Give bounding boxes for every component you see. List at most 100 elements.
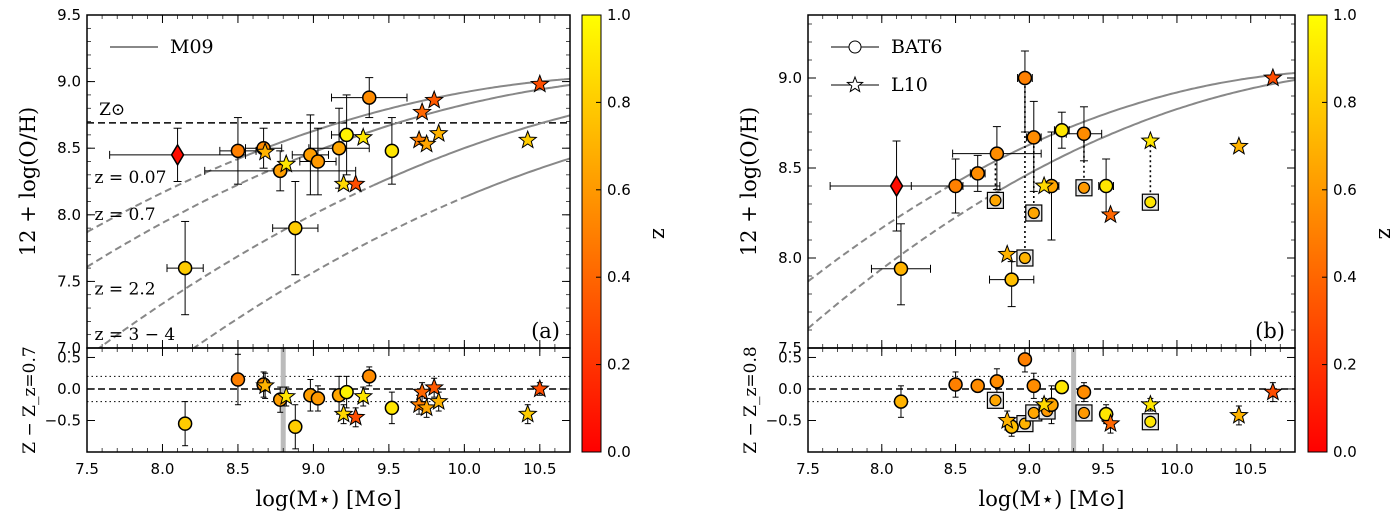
m09-curve-extrapolated [87,157,239,233]
curve-label: z = 0.07 [95,168,167,188]
residual-y-tick-label: 0.5 [778,348,802,366]
residual-l10-point [428,391,449,411]
bat6-point [989,146,1005,161]
residual-axes-frame [86,347,571,453]
residual-corrected-point [989,394,1002,407]
y-tick-label: 8.5 [778,159,802,177]
colorbar-tick-label: 0.0 [607,443,631,461]
residual-l10-point [1262,381,1283,401]
colorbar-label: z [648,228,672,239]
l10-point [1100,204,1121,224]
residual-y-axis-label: Z − Z_z=0.7 [20,346,40,453]
x-tick-label: 9.5 [377,460,401,478]
residual-l10-point [997,410,1018,429]
bat6-point [384,143,400,159]
colorbar-tick-label: 0.2 [607,356,631,374]
legend-star-marker [846,75,864,93]
x-tick-label: 10.0 [1160,460,1193,478]
residual-l10-point [517,403,538,423]
m09-curve-extrapolated [192,196,465,348]
residual-l10-point [416,397,437,417]
legend-circle-marker [848,40,862,54]
colorbar-label: z [1374,228,1398,239]
x-tick-label: 10.5 [1234,460,1267,478]
legend: M09 [110,36,214,58]
y-tick-label: 9.0 [57,73,81,91]
l10-point [529,73,550,93]
colorbar-tick-label: 0.0 [1333,443,1357,461]
legend-label: M09 [170,36,214,58]
x-tick-label: 10.0 [448,460,481,478]
x-tick-label: 9.0 [1017,460,1041,478]
bat6-point [331,140,347,156]
residual-bat6-point [362,369,377,384]
l10-point [517,129,538,149]
diamond-point [170,143,185,167]
legend-label: BAT6 [891,36,942,58]
bat6-point [1017,70,1033,86]
residual-y-tick-label: −0.5 [766,411,802,429]
bat6-point [288,220,303,236]
l10-point [412,101,432,121]
l10-point [1034,175,1055,195]
l10-point [1262,67,1283,87]
residual-y-axis-label: Z − Z_z=0.8 [741,346,761,453]
residual-bat6-point [288,419,303,435]
residual-corrected-point [1144,415,1157,428]
panel-b: (b) BAT6 L10 7.5 8.0 8.5 9.0 9.5 10.0 10.5 7.5 8.0 8… [737,6,1398,511]
solar-label: Z⊙ [99,100,125,120]
l10-point [428,123,449,142]
residual-l10-point [1100,413,1121,433]
m09-curve-extrapolated [97,184,375,348]
y-axis-label: 12 + log(O/H) [16,107,40,256]
residual-bat6-point [310,391,326,406]
main-plot-area [808,50,1295,330]
residual-l10-point [1034,394,1055,414]
residual-bat6-point [1076,384,1092,400]
y-tick-label: 8.0 [778,249,802,267]
colorbar-tick-label: 0.4 [1333,268,1357,286]
legend-label: L10 [891,74,928,96]
panel-a: Z⊙z = 0.07z = 0.7z = 2.2z = 3 − 4 (a)M097… [16,6,672,511]
curve-label: z = 0.7 [95,205,156,225]
colorbar-tick-label: 1.0 [1333,6,1357,24]
colorbar-tick-label: 0.6 [1333,181,1357,199]
bat6-point [230,143,246,159]
colorbar-gradient [581,14,602,453]
m09-curve-extrapolated [808,198,986,330]
y-tick-label: 7.0 [57,339,81,357]
residual-bat6-point [970,378,985,394]
l10-point [353,127,374,146]
bat6-point [893,261,909,277]
residual-l10-point [412,381,432,401]
y-tick-label: 8.5 [57,139,81,157]
colorbar-tick-label: 0.4 [607,268,631,286]
diamond-point [889,174,904,198]
y-tick-label: 7.5 [57,272,81,290]
residual-bat6-point [989,374,1005,389]
m09-curve [984,79,1295,200]
x-tick-label: 8.0 [151,460,175,478]
y-tick-label: 7.5 [778,339,802,357]
panel-label: (b) [1255,319,1285,343]
x-tick-label: 10.5 [523,460,556,478]
x-tick-label: 8.5 [944,460,968,478]
corrected-point [1027,206,1040,220]
bat6-point [1026,130,1042,145]
l10-point [276,153,297,173]
x-tick-label: 8.0 [870,460,894,478]
y-axis-label: 12 + log(O/H) [737,107,761,256]
legend: BAT6 L10 [831,36,942,96]
l10-point [1229,135,1249,155]
residual-bat6-point [948,377,963,392]
colorbar-tick-label: 0.8 [1333,93,1357,111]
corrected-point [1018,251,1032,265]
residual-y-tick-label: 0.0 [778,380,802,398]
curve-label: z = 2.2 [95,280,156,300]
bat6-point [948,178,963,194]
colorbar-tick-label: 1.0 [607,6,631,24]
bat6-point [1098,178,1114,194]
m09-curve-extrapolated [808,181,957,283]
m09-curve-extrapolated [87,157,299,268]
